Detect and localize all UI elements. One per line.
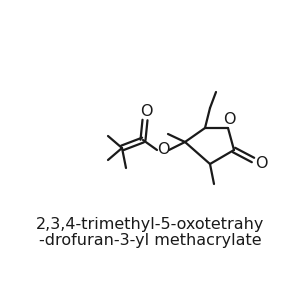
Text: O: O bbox=[140, 104, 152, 119]
Text: O: O bbox=[157, 142, 169, 158]
Text: 2,3,4-trimethyl-5-oxotetrahy: 2,3,4-trimethyl-5-oxotetrahy bbox=[36, 218, 264, 232]
Text: O: O bbox=[255, 155, 267, 170]
Text: O: O bbox=[223, 112, 235, 128]
Text: -drofuran-3-yl methacrylate: -drofuran-3-yl methacrylate bbox=[39, 232, 261, 247]
